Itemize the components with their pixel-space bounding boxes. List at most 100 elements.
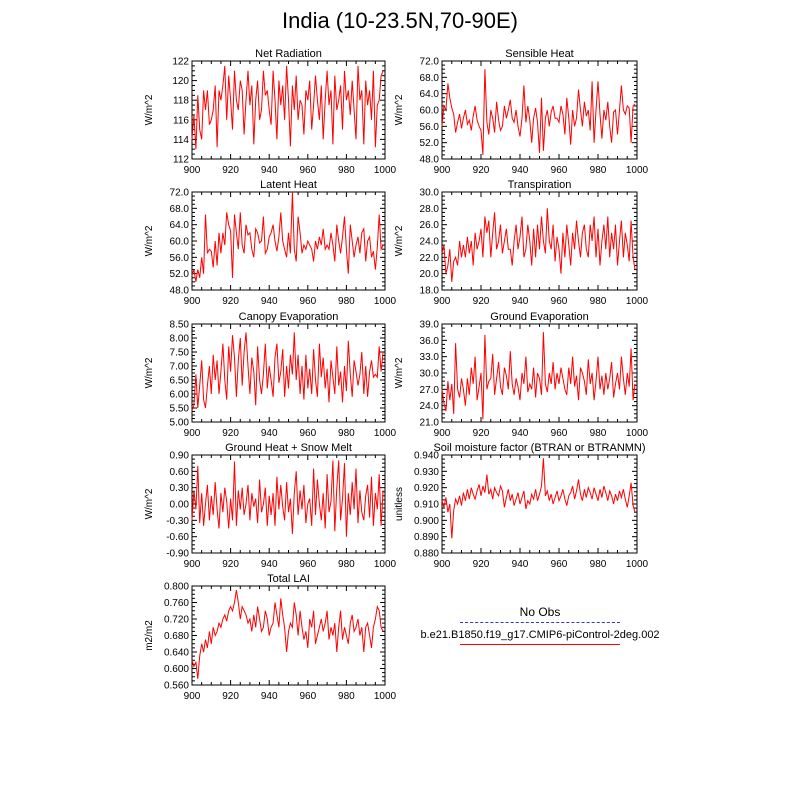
net-radiation-title: Net Radiation xyxy=(255,48,322,60)
total-lai-ytick-label: 0.600 xyxy=(164,664,189,675)
soil-moisture-factor-xtick-label: 980 xyxy=(590,559,607,570)
latent-heat-ytick-label: 72.0 xyxy=(170,188,190,199)
sensible-heat-ytick-label: 60.0 xyxy=(420,106,440,117)
latent-heat-xtick-label: 980 xyxy=(338,296,355,307)
total-lai-title: Total LAI xyxy=(267,573,310,585)
net-radiation-ytick-label: 112 xyxy=(173,155,189,166)
sensible-heat-ytick-label: 64.0 xyxy=(420,89,440,100)
latent-heat-frame xyxy=(191,191,386,291)
canopy-evaporation-ytick-label: 6.50 xyxy=(170,376,190,387)
ground-evaporation-ytick-label: 27.0 xyxy=(420,385,440,396)
total-lai-series-line xyxy=(191,590,384,679)
soil-moisture-factor-ytick-label: 0.910 xyxy=(414,500,439,511)
canopy-evaporation-xtick-label: 940 xyxy=(261,428,278,439)
latent-heat-title: Latent Heat xyxy=(260,179,317,191)
canopy-evaporation-xtick-label: 960 xyxy=(299,428,316,439)
soil-moisture-factor-ylabel: unitless xyxy=(394,487,405,521)
transpiration-ytick-label: 28.0 xyxy=(420,204,440,215)
latent-heat-ylabel: W/m^2 xyxy=(144,225,155,256)
ground-heat-snow-melt-ytick-label: -0.30 xyxy=(166,516,189,527)
canopy-evaporation-xtick-label: 900 xyxy=(184,428,201,439)
canopy-evaporation-ytick-label: 8.00 xyxy=(170,334,190,345)
legend-no-obs-label: No Obs xyxy=(519,605,561,619)
ground-evaporation-xtick-label: 940 xyxy=(512,428,529,439)
soil-moisture-factor-ytick-label: 0.880 xyxy=(414,549,439,560)
panel-canopy-evaporation: Canopy Evaporation 900 920 940 960 980 1000 5.0… xyxy=(144,311,397,439)
transpiration-xtick-label: 980 xyxy=(590,296,607,307)
ground-heat-snow-melt-ytick-label: 0.00 xyxy=(170,500,190,511)
sensible-heat-xtick-label: 940 xyxy=(512,165,529,176)
canopy-evaporation-ytick-label: 6.00 xyxy=(170,390,190,401)
panel-net-radiation: Net Radiation 900 920 940 960 980 1000 112 114 11… xyxy=(144,48,397,176)
total-lai-ytick-label: 0.800 xyxy=(164,582,189,593)
total-lai-ytick-label: 0.560 xyxy=(164,681,189,692)
sensible-heat-ytick-label: 48.0 xyxy=(420,155,440,166)
transpiration-series-line xyxy=(441,208,636,282)
ground-evaporation-ytick-label: 24.0 xyxy=(420,401,440,412)
latent-heat-xtick-label: 940 xyxy=(261,296,278,307)
ground-heat-snow-melt-ytick-label: 0.60 xyxy=(170,467,190,478)
total-lai-xtick-label: 1000 xyxy=(374,691,397,702)
ground-heat-snow-melt-ytick-label: 0.90 xyxy=(170,451,190,462)
total-lai-ytick-label: 0.760 xyxy=(164,598,189,609)
soil-moisture-factor-frame xyxy=(441,454,638,554)
soil-moisture-factor-ytick-label: 0.890 xyxy=(414,532,439,543)
soil-moisture-factor-xtick-label: 960 xyxy=(551,559,568,570)
ground-evaporation-xtick-label: 1000 xyxy=(626,428,649,439)
transpiration-ytick-label: 22.0 xyxy=(420,253,440,264)
soil-moisture-factor-ytick-label: 0.930 xyxy=(414,467,439,478)
net-radiation-ylabel: W/m^2 xyxy=(144,94,155,125)
ground-evaporation-xtick-label: 980 xyxy=(590,428,607,439)
ground-evaporation-ytick-label: 36.0 xyxy=(420,336,440,347)
transpiration-ylabel: W/m^2 xyxy=(394,225,405,256)
legend-case-line xyxy=(460,644,620,645)
transpiration-xtick-label: 900 xyxy=(434,296,451,307)
sensible-heat-ytick-label: 52.0 xyxy=(420,138,440,149)
legend: No Obs b.e21.B1850.f19_g17.CMIP6-piContr… xyxy=(415,605,665,645)
canopy-evaporation-ytick-label: 8.50 xyxy=(170,320,190,331)
latent-heat-xtick-label: 900 xyxy=(184,296,201,307)
transpiration-xtick-label: 920 xyxy=(473,296,490,307)
soil-moisture-factor-ytick-label: 0.900 xyxy=(414,516,439,527)
transpiration-ytick-label: 26.0 xyxy=(420,220,440,231)
ground-heat-snow-melt-xtick-label: 980 xyxy=(338,559,355,570)
total-lai-xtick-label: 920 xyxy=(222,691,239,702)
ground-evaporation-ytick-label: 21.0 xyxy=(420,418,440,429)
sensible-heat-ytick-label: 56.0 xyxy=(420,122,440,133)
ground-heat-snow-melt-ytick-label: 0.30 xyxy=(170,483,190,494)
transpiration-title: Transpiration xyxy=(508,179,572,191)
latent-heat-xtick-label: 960 xyxy=(299,296,316,307)
latent-heat-series-line xyxy=(191,191,384,282)
total-lai-ylabel: m2/m2 xyxy=(144,620,155,651)
total-lai-ytick-label: 0.680 xyxy=(164,631,189,642)
ground-heat-snow-melt-ylabel: W/m^2 xyxy=(144,488,155,519)
transpiration-ytick-label: 20.0 xyxy=(420,269,440,280)
sensible-heat-title: Sensible Heat xyxy=(505,48,574,60)
net-radiation-series-line xyxy=(191,65,384,150)
latent-heat-ytick-label: 48.0 xyxy=(170,286,190,297)
transpiration-xtick-label: 1000 xyxy=(626,296,649,307)
latent-heat-xtick-label: 1000 xyxy=(374,296,397,307)
sensible-heat-xtick-label: 1000 xyxy=(626,165,649,176)
latent-heat-ytick-label: 52.0 xyxy=(170,269,190,280)
transpiration-xtick-label: 960 xyxy=(551,296,568,307)
ground-heat-snow-melt-xtick-label: 1000 xyxy=(374,559,397,570)
net-radiation-xtick-label: 900 xyxy=(184,165,201,176)
panel-sensible-heat: Sensible Heat 900 920 940 960 980 1000 48.0 52.0… xyxy=(394,48,649,176)
ground-heat-snow-melt-xtick-label: 960 xyxy=(299,559,316,570)
total-lai-xtick-label: 940 xyxy=(261,691,278,702)
ground-evaporation-ylabel: W/m^2 xyxy=(394,357,405,388)
ground-heat-snow-melt-xtick-label: 920 xyxy=(222,559,239,570)
soil-moisture-factor-title: Soil moisture factor (BTRAN or BTRANMN) xyxy=(433,442,645,454)
ground-evaporation-title: Ground Evaporation xyxy=(490,311,588,323)
sensible-heat-ylabel: W/m^2 xyxy=(394,94,405,125)
latent-heat-ytick-label: 68.0 xyxy=(170,204,190,215)
ground-evaporation-xtick-label: 900 xyxy=(434,428,451,439)
net-radiation-ytick-label: 114 xyxy=(173,135,189,146)
canopy-evaporation-ytick-label: 7.00 xyxy=(170,362,190,373)
total-lai-xtick-label: 980 xyxy=(338,691,355,702)
panel-soil-moisture-factor: Soil moisture factor (BTRAN or BTRANMN) 9… xyxy=(394,442,649,570)
page-title: India (10-23.5N,70-90E) xyxy=(281,8,519,33)
soil-moisture-factor-ytick-label: 0.920 xyxy=(414,483,439,494)
